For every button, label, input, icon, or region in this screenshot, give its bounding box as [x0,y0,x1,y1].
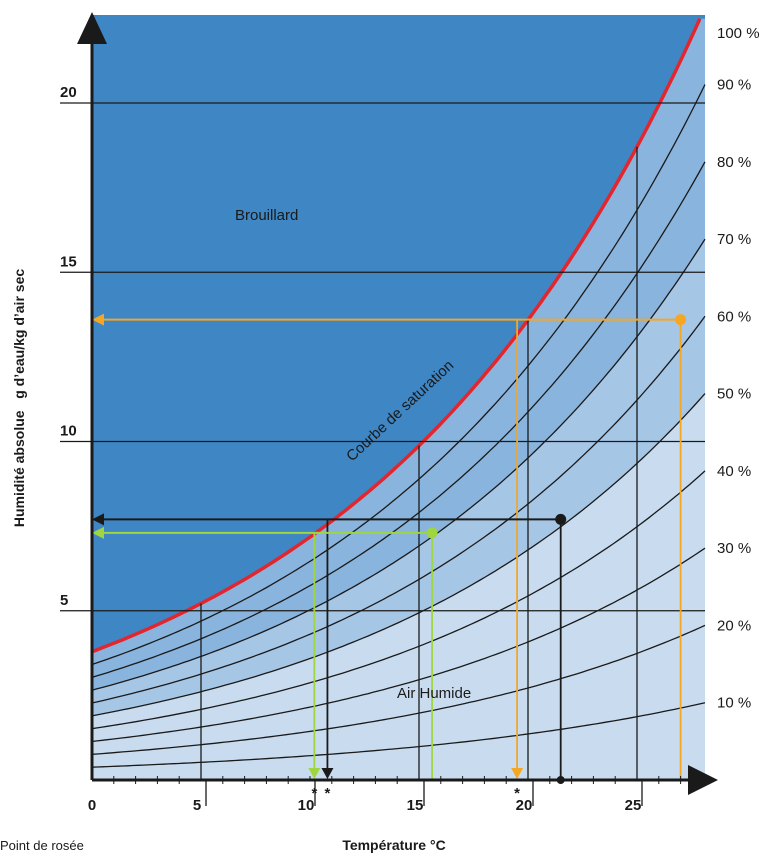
example-2-point [555,514,566,525]
x-tick-label-10: 10 [298,797,315,814]
y-tick-label-15: 15 [60,253,77,270]
humid-air-region-label: Air Humide [397,685,471,702]
x-tick-label-0: 0 [88,797,96,814]
example-3-point [427,527,438,538]
rh-label-100: 100 % [717,25,760,42]
fog-region-label: Brouillard [235,207,298,224]
y-tick-label-10: 10 [60,423,77,440]
x-tick-label-25: 25 [625,797,642,814]
rh-label-60: 60 % [717,308,751,325]
dew-point-note: Point de rosée [0,838,84,853]
example-2-star: * [325,785,331,802]
y-tick-label-5: 5 [60,592,68,609]
y-tick-label-20: 20 [60,84,77,101]
rh-label-10: 10 % [717,695,751,712]
rh-label-40: 40 % [717,463,751,480]
rh-label-90: 90 % [717,76,751,93]
y-axis-label: Humidité absolue g d’eau/kg d’air sec [11,269,27,528]
rh-label-80: 80 % [717,154,751,171]
rh-label-70: 70 % [717,231,751,248]
rh-label-50: 50 % [717,386,751,403]
rh-label-20: 20 % [717,617,751,634]
x-tick-label-20: 20 [516,797,533,814]
x-tick-label-5: 5 [193,797,201,814]
x-axis-label: Température °C [342,837,445,853]
x-tick-label-15: 15 [407,797,424,814]
chart-regions [92,15,705,780]
example-1-point [675,314,686,325]
rh-label-30: 30 % [717,540,751,557]
